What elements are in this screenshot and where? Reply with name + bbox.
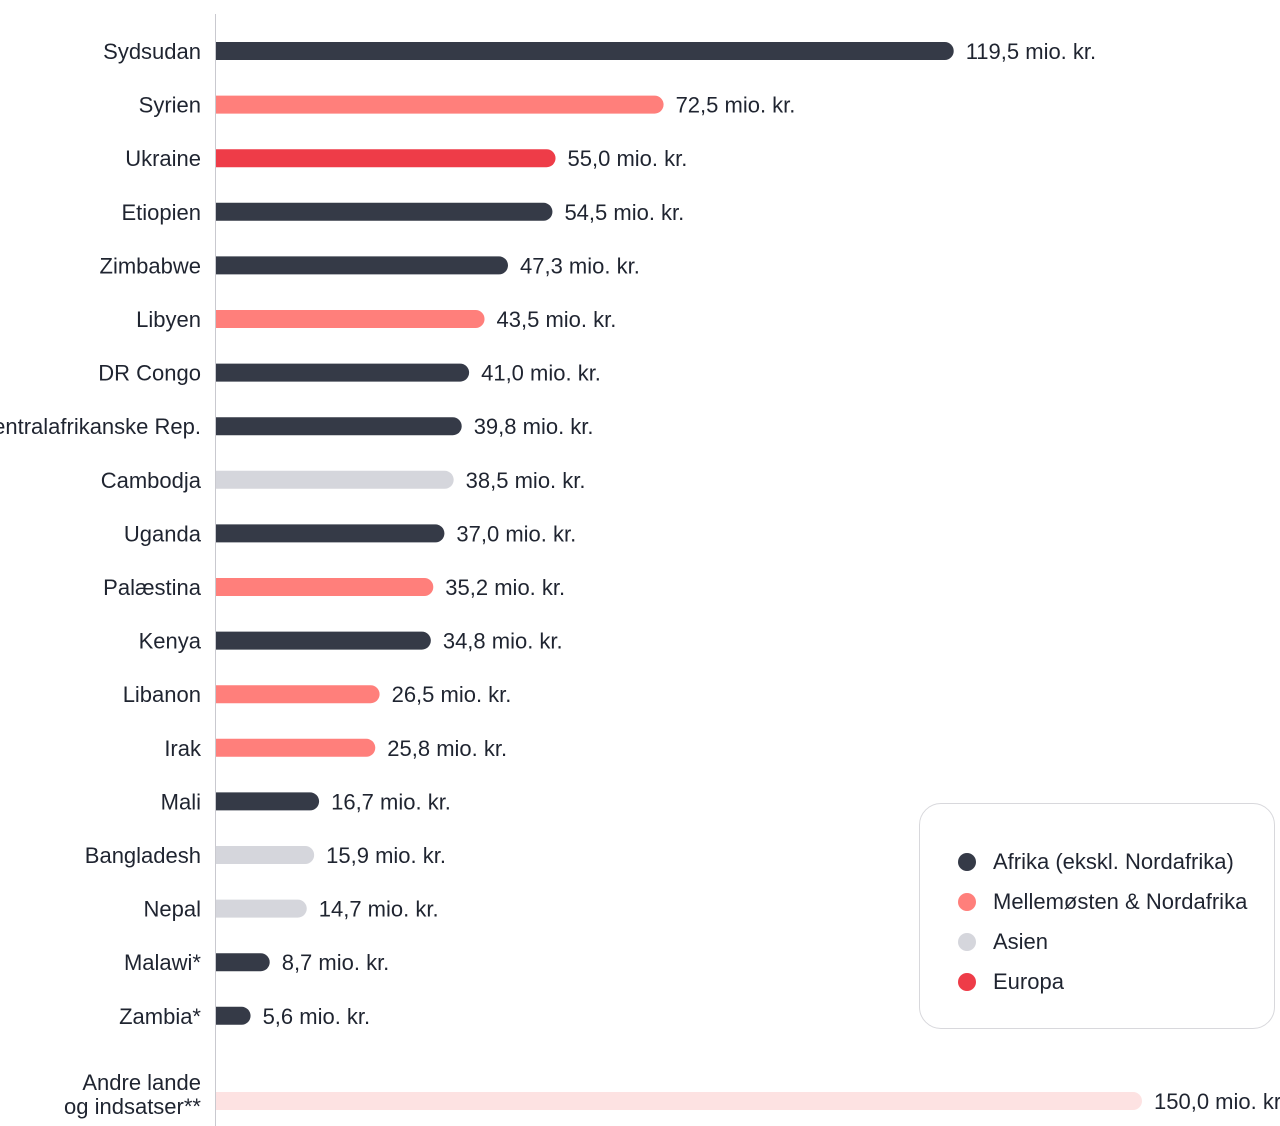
legend-item-asien: Asien (958, 922, 1274, 962)
category-label-zimbabwe: Zimbabwe (100, 253, 201, 278)
legend: Afrika (ekskl. Nordafrika) Mellemøsten &… (919, 803, 1275, 1029)
legend-dot-europa (958, 973, 976, 991)
value-label-syrien: 72,5 mio. kr. (676, 93, 796, 118)
value-label-irak: 25,8 mio. kr. (387, 736, 507, 761)
bar-nepal (216, 899, 307, 918)
value-label-etiopien: 54,5 mio. kr. (564, 200, 684, 225)
category-label-palæstina: Palæstina (103, 575, 202, 600)
category-label-etiopien: Etiopien (121, 200, 201, 225)
bar-ukraine (216, 149, 556, 168)
bar-dr-congo (216, 363, 470, 382)
bar-syrien (216, 95, 664, 114)
value-label-andre-lande-og-indsatser: 150,0 mio. kr. (1154, 1089, 1280, 1114)
bar-kenya (216, 631, 431, 650)
value-label-cambodja: 38,5 mio. kr. (466, 468, 586, 493)
category-label-nepal: Nepal (144, 897, 201, 922)
value-label-sydsudan: 119,5 mio. kr. (966, 39, 1096, 64)
category-label-irak: Irak (164, 736, 202, 761)
category-label-dr-congo: DR Congo (98, 361, 201, 386)
value-label-mali: 16,7 mio. kr. (331, 789, 451, 814)
value-label-dr-congo: 41,0 mio. kr. (481, 361, 601, 386)
value-label-bangladesh: 15,9 mio. kr. (326, 843, 446, 868)
category-label-mali: Mali (161, 789, 201, 814)
bar-andre-lande-og-indsatser (216, 1092, 1142, 1110)
bar-irak (216, 738, 376, 757)
category-label-sydsudan: Sydsudan (103, 39, 201, 64)
bar-zimbabwe (216, 256, 508, 275)
category-label-bangladesh: Bangladesh (85, 843, 201, 868)
bar-etiopien (216, 202, 553, 221)
bar-zambia (216, 1006, 251, 1025)
legend-label-asien: Asien (993, 929, 1049, 954)
legend-item-europa: Europa (958, 962, 1274, 1002)
bar-mali (216, 792, 320, 811)
bars-layer: 119,5 mio. kr. Sydsudan 72,5 mio. kr. Syrie… (0, 39, 1280, 1119)
category-label-zambia: Zambia* (119, 1004, 201, 1029)
value-label-malawi: 8,7 mio. kr. (282, 950, 390, 975)
category-label-libyen: Libyen (136, 307, 201, 332)
category-label-andre-lande-og-indsatser: Andre lande og indsatser** (64, 1070, 201, 1119)
value-label-palæstina: 35,2 mio. kr. (445, 575, 565, 600)
legend-label-europa: Europa (993, 969, 1064, 994)
value-label-zimbabwe: 47,3 mio. kr. (520, 253, 640, 278)
bar-sydsudan (216, 42, 954, 60)
category-label-cambodja: Cambodja (101, 468, 202, 493)
legend-item-afrika: Afrika (ekskl. Nordafrika) (958, 842, 1274, 882)
bar-libanon (216, 685, 380, 704)
bar-libyen (216, 310, 485, 328)
legend-dot-asien (958, 933, 976, 951)
value-label-libanon: 26,5 mio. kr. (392, 682, 512, 707)
category-label-ukraine: Ukraine (125, 146, 201, 171)
value-label-zambia: 5,6 mio. kr. (263, 1004, 371, 1029)
value-label-uganda: 37,0 mio. kr. (456, 521, 576, 546)
legend-dot-afrika (958, 853, 976, 871)
bar-malawi (216, 953, 270, 972)
category-label-malawi: Malawi* (124, 950, 201, 975)
value-label-kenya: 34,8 mio. kr. (443, 629, 563, 654)
category-label-kenya: Kenya (139, 629, 202, 654)
category-label-centralafrikanske-rep: Centralafrikanske Rep. (0, 414, 201, 439)
value-label-nepal: 14,7 mio. kr. (319, 897, 439, 922)
legend-dot-mellemosten (958, 893, 976, 911)
legend-label-afrika: Afrika (ekskl. Nordafrika) (993, 849, 1234, 874)
category-label-syrien: Syrien (139, 93, 201, 118)
bar-uganda (216, 524, 445, 543)
legend-label-mellemosten: Mellemøsten & Nordafrika (993, 889, 1248, 914)
value-label-libyen: 43,5 mio. kr. (497, 307, 617, 332)
bar-palæstina (216, 578, 434, 596)
category-label-uganda: Uganda (124, 521, 202, 546)
legend-item-mellemosten: Mellemøsten & Nordafrika (958, 882, 1274, 922)
value-label-centralafrikanske-rep: 39,8 mio. kr. (474, 414, 594, 439)
category-label-libanon: Libanon (123, 682, 201, 707)
bar-bangladesh (216, 846, 315, 864)
bar-centralafrikanske-rep (216, 417, 462, 436)
bar-cambodja (216, 470, 454, 489)
value-label-ukraine: 55,0 mio. kr. (568, 146, 688, 171)
